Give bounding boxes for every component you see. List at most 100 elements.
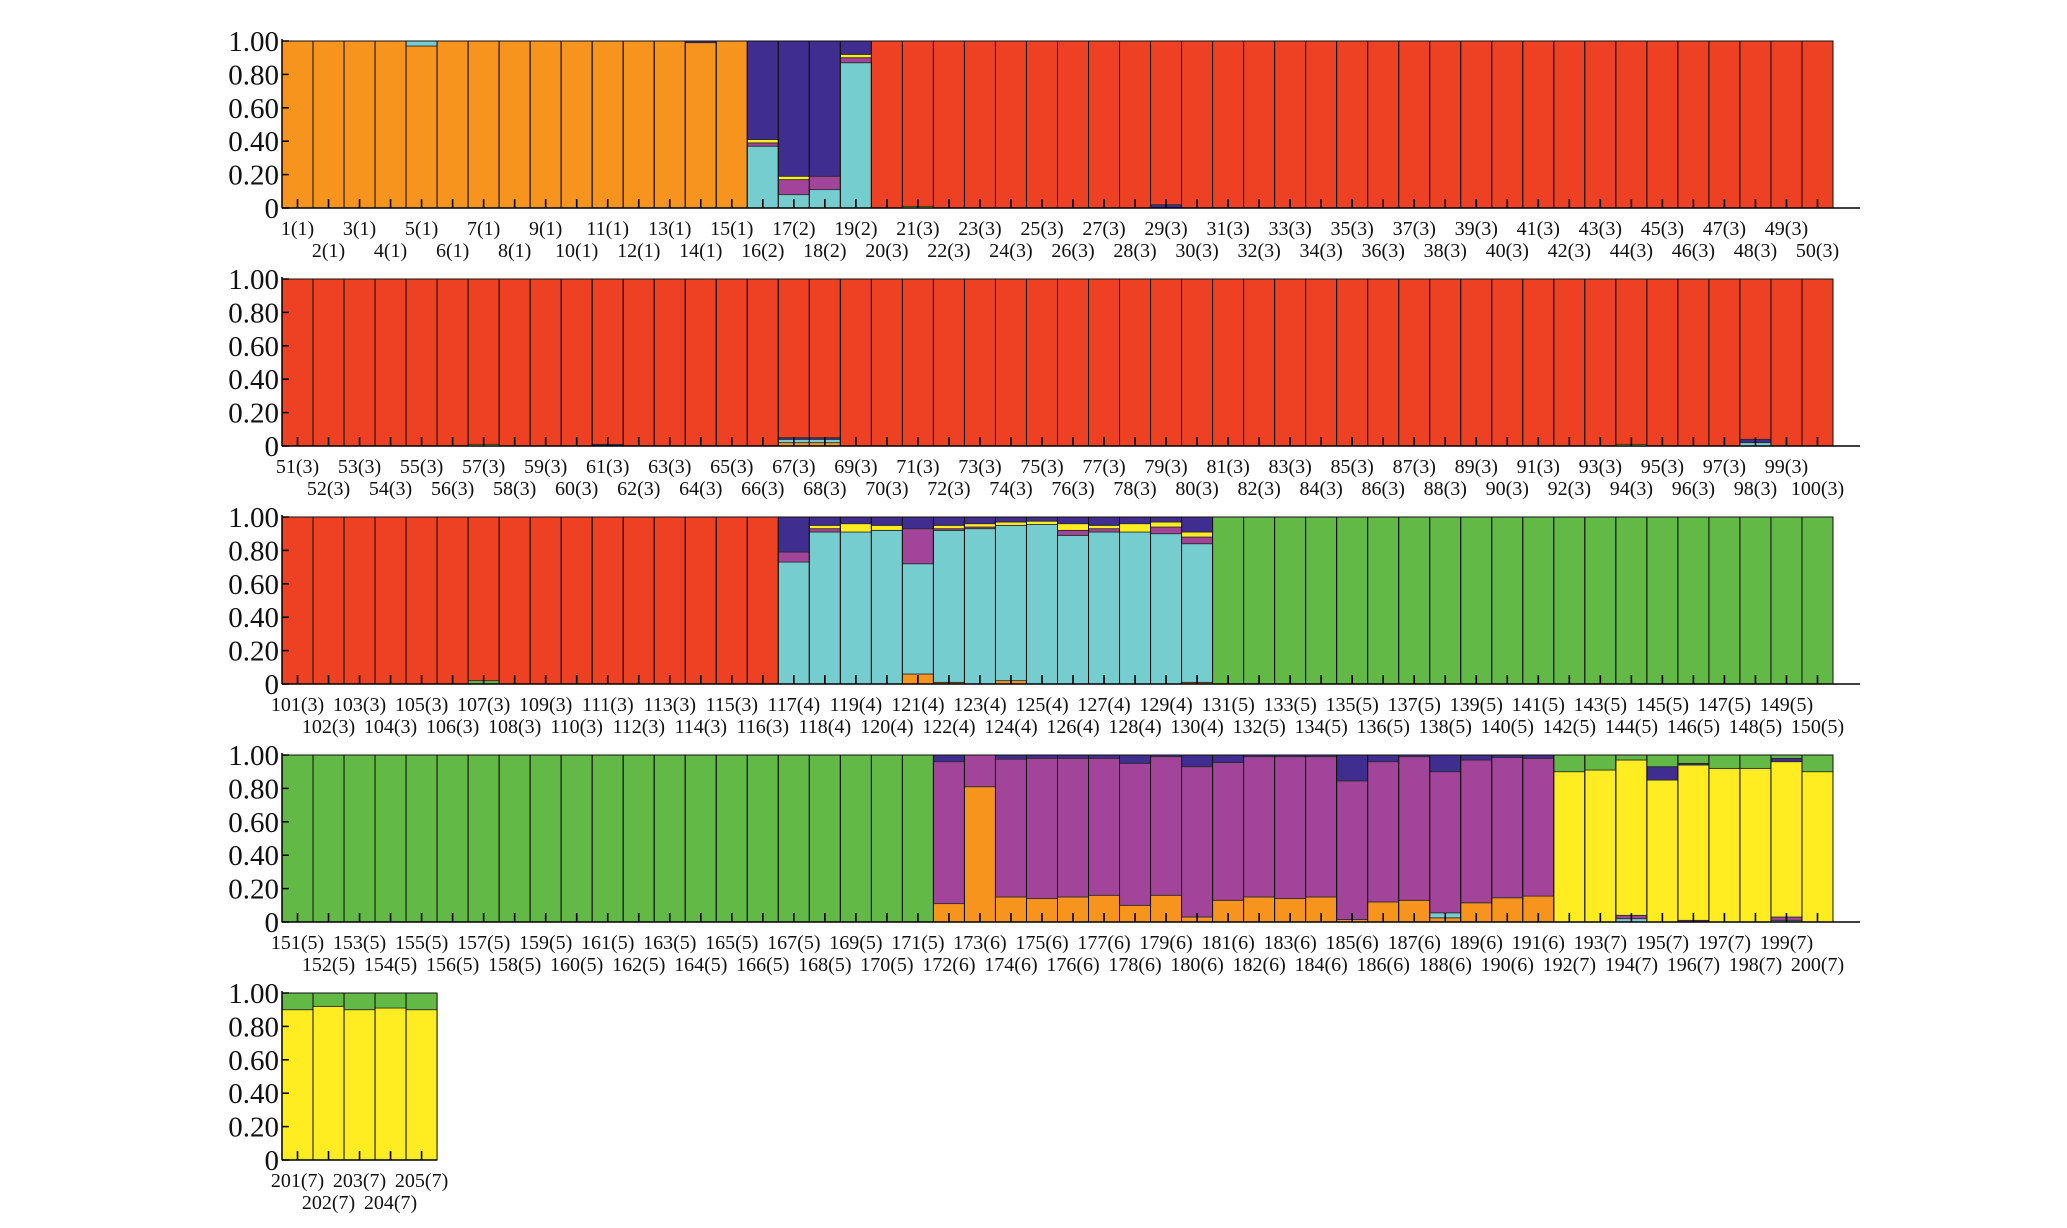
bar-segment-cluster-darkblue — [808, 40, 841, 177]
bar-segment-cluster-red — [529, 516, 562, 685]
bar-segment-cluster-red — [715, 516, 748, 685]
x-tick-label: 173(6) — [953, 932, 1006, 954]
bar-individual — [1739, 40, 1772, 209]
x-tick-label: 182(6) — [1232, 954, 1285, 976]
plot-row-3: 101(3)102(3)103(3)104(3)105(3)106(3)107(… — [228, 502, 1860, 738]
x-tick-label: 91(3) — [1517, 456, 1560, 478]
bar-individual — [808, 516, 841, 685]
bar-individual — [1770, 40, 1803, 209]
bar-segment-cluster-red — [405, 278, 438, 447]
x-tick-label: 107(3) — [457, 694, 510, 716]
x-tick-label: 18(2) — [803, 240, 846, 262]
x-tick-label: 84(3) — [1300, 478, 1343, 500]
bar-individual — [901, 516, 934, 685]
bar-segment-cluster-green — [1615, 516, 1648, 685]
bar-individual — [1336, 40, 1369, 209]
bar-segment-cluster-red — [1584, 40, 1617, 209]
bar-segment-cluster-darkblue — [1336, 754, 1369, 782]
bar-segment-cluster-violet — [995, 758, 1027, 898]
x-tick-label: 147(5) — [1698, 694, 1751, 716]
x-tick-label: 128(4) — [1108, 716, 1161, 738]
x-tick-label: 126(4) — [1046, 716, 1099, 738]
bar-segment-cluster-green — [1801, 754, 1834, 773]
bar-segment-cluster-red — [1429, 278, 1462, 447]
bar-segment-cluster-green — [870, 754, 903, 923]
bar-segment-cluster-yellow — [374, 1007, 407, 1161]
bar-segment-cluster-cyan — [933, 529, 965, 683]
x-tick-label: 9(1) — [529, 218, 562, 240]
bar-individual — [839, 754, 872, 923]
y-tick-label: 0.40 — [228, 840, 279, 872]
bar-segment-cluster-yellow — [1615, 759, 1648, 916]
bar-individual — [1150, 754, 1183, 923]
bar-individual — [1367, 278, 1400, 447]
bar-segment-cluster-orange — [964, 786, 996, 923]
x-tick-label: 82(3) — [1237, 478, 1280, 500]
y-tick-label: 0.80 — [228, 1011, 279, 1043]
bar-segment-cluster-green — [312, 992, 345, 1007]
bar-segment-cluster-green — [529, 754, 562, 923]
x-tick-label: 190(6) — [1481, 954, 1534, 976]
bar-segment-cluster-yellow — [312, 1005, 345, 1161]
x-tick-label: 94(3) — [1610, 478, 1653, 500]
x-tick-label: 75(3) — [1020, 456, 1063, 478]
bar-segment-cluster-darkblue — [746, 40, 779, 140]
bar-segment-cluster-red — [933, 278, 965, 447]
bar-individual — [1367, 40, 1400, 209]
bar-individual — [1367, 516, 1400, 685]
bar-segment-cluster-yellow — [839, 53, 872, 59]
bar-individual — [684, 516, 717, 685]
x-tick-label: 145(5) — [1636, 694, 1689, 716]
bar-segment-cluster-violet — [964, 754, 996, 788]
bar-individual — [932, 278, 965, 447]
bar-segment-cluster-red — [1770, 278, 1803, 447]
bar-individual — [777, 754, 810, 923]
bar-segment-cluster-green — [1460, 516, 1493, 685]
bar-individual — [1801, 754, 1834, 923]
x-tick-label: 98(3) — [1734, 478, 1777, 500]
bar-individual — [467, 516, 500, 685]
bar-segment-cluster-darkblue — [1026, 754, 1058, 759]
y-tick-label: 0.80 — [228, 297, 279, 329]
x-tick-label: 10(1) — [555, 240, 598, 262]
bar-individual — [870, 516, 903, 685]
bar-segment-cluster-green — [1584, 516, 1617, 685]
bar-individual — [1584, 40, 1617, 209]
bar-individual — [715, 754, 748, 923]
bar-segment-cluster-green — [1615, 754, 1648, 761]
bar-individual — [1336, 754, 1369, 923]
bar-segment-cluster-violet — [1367, 761, 1400, 903]
bar-individual — [312, 516, 345, 685]
x-tick-label: 1(1) — [281, 218, 314, 240]
x-tick-label: 26(3) — [1051, 240, 1094, 262]
bar-segment-cluster-violet — [1057, 757, 1089, 898]
bar-segment-cluster-red — [1491, 40, 1524, 209]
x-tick-label: 195(7) — [1636, 932, 1689, 954]
x-tick-label: 123(4) — [953, 694, 1006, 716]
bar-individual — [1584, 278, 1617, 447]
bar-individual — [1739, 754, 1772, 923]
x-tick-label: 146(5) — [1667, 716, 1720, 738]
bar-segment-cluster-orange — [405, 45, 438, 209]
bar-individual — [1460, 516, 1493, 685]
bar-segment-cluster-violet — [1181, 766, 1213, 918]
bar-segment-cluster-red — [1646, 40, 1679, 209]
x-tick-label: 71(3) — [896, 456, 939, 478]
bar-segment-cluster-green — [715, 754, 748, 923]
bar-segment-cluster-red — [1026, 278, 1058, 447]
bar-individual — [591, 754, 624, 923]
x-tick-label: 7(1) — [467, 218, 500, 240]
bar-segment-cluster-red — [1708, 40, 1741, 209]
x-tick-label: 102(3) — [302, 716, 355, 738]
bar-individual — [1274, 278, 1307, 447]
bar-individual — [1460, 278, 1493, 447]
bar-segment-cluster-violet — [777, 179, 810, 196]
bar-individual — [1429, 278, 1462, 447]
bar-individual — [1398, 516, 1431, 685]
bar-individual — [560, 40, 593, 209]
bar-segment-cluster-darkblue — [902, 516, 934, 530]
bar-segment-cluster-orange — [281, 40, 314, 209]
bar-segment-cluster-cyan — [808, 531, 841, 685]
bar-individual — [498, 754, 531, 923]
y-tick-label: 1.00 — [228, 978, 279, 1010]
